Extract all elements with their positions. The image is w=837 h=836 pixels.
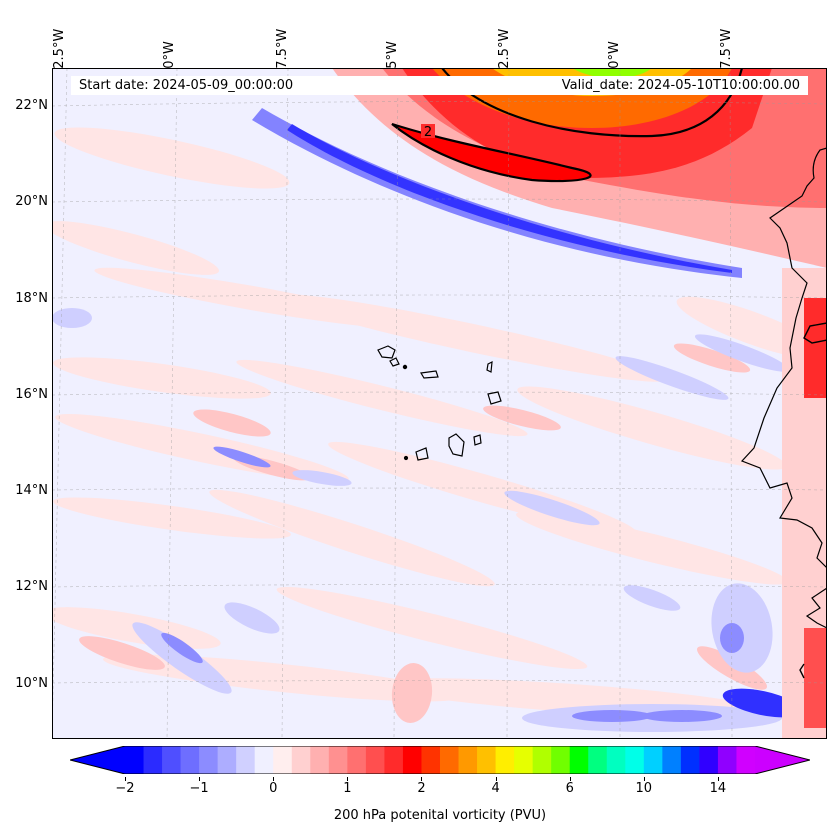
colorbar-segment: [162, 746, 182, 774]
colorbar-segment: [495, 746, 515, 774]
colorbar-tick-label: −1: [189, 781, 209, 796]
colorbar-tick-label: 14: [709, 781, 727, 796]
colorbar-tick-label: 10: [635, 781, 653, 796]
africa-inland-border: [803, 322, 827, 344]
valid-date-label: Valid_date: 2024-05-10T10:00:00.00: [561, 78, 800, 93]
pv-map: 2: [52, 68, 827, 739]
colorbar-segment: [588, 746, 608, 774]
colorbar-svg: [69, 745, 811, 775]
pv-map-panel: 2: [52, 68, 827, 739]
colorbar-segment: [365, 746, 385, 774]
colorbar-segment: [569, 746, 589, 774]
colorbar-under-triangle: [70, 746, 125, 774]
colorbar-segment: [402, 746, 422, 774]
pv-contour-2: [391, 122, 592, 183]
lat-label-20n: 20°N: [15, 194, 48, 209]
colorbar-segment: [477, 746, 497, 774]
colorbar-tick-label: 6: [565, 781, 574, 796]
colorbar-segment: [143, 746, 163, 774]
colorbar-tick-mark: [643, 777, 645, 781]
colorbar-tick-mark: [495, 777, 497, 781]
colorbar-ticks: −2 −1 0 1 2 4 6 10 14: [70, 777, 810, 797]
colorbar-tick-mark: [569, 777, 571, 781]
colorbar-tick-mark: [717, 777, 719, 781]
colorbar-segment: [680, 746, 700, 774]
colorbar-segment: [347, 746, 367, 774]
colorbar-segment: [273, 746, 293, 774]
colorbar-segment: [662, 746, 682, 774]
colorbar-segment: [199, 746, 219, 774]
lat-label-12n: 12°N: [15, 579, 48, 594]
colorbar-segment: [625, 746, 645, 774]
colorbar-segment: [458, 746, 478, 774]
colorbar-segment: [254, 746, 274, 774]
colorbar-tick-label: −2: [115, 781, 135, 796]
lat-label-22n: 22°N: [15, 98, 48, 113]
colorbar-segment: [384, 746, 404, 774]
contour-label-bg: [421, 124, 435, 138]
pv-coastal-positive-core: [804, 298, 827, 398]
colorbar-segment: [736, 746, 756, 774]
pv-jet-core-green: [572, 68, 652, 78]
colorbar-segment: [717, 746, 737, 774]
colorbar-segment: [643, 746, 663, 774]
cape-verde-islands: [377, 345, 502, 461]
colorbar-tick-mark: [347, 777, 349, 781]
colorbar-tick-label: 4: [491, 781, 500, 796]
pv-negative-band: [252, 108, 742, 278]
colorbar-segment: [421, 746, 441, 774]
pv-moderate-positive-patches: [79, 343, 767, 723]
pv-coastal-positive-lower: [804, 628, 827, 728]
colorbar-segment: [217, 746, 237, 774]
colorbar-tick-mark: [421, 777, 423, 781]
africa-coastline-south: [805, 587, 827, 629]
start-date-label: Start date: 2024-05-09_00:00:00: [79, 78, 294, 93]
africa-coastline: [740, 147, 827, 569]
pv-strong-negative-patch-southeast: [722, 688, 802, 718]
colorbar-label: 200 hPa potenital vorticity (PVU): [333, 808, 547, 823]
lat-label-16n: 16°N: [15, 387, 48, 402]
graticule: [52, 68, 827, 739]
colorbar-tick-label: 1: [343, 781, 352, 796]
colorbar: [69, 745, 811, 775]
colorbar-tick-mark: [273, 777, 275, 781]
colorbar-segment: [551, 746, 571, 774]
colorbar-tick-label: 0: [269, 781, 278, 796]
map-frame: [52, 68, 827, 739]
colorbar-segment: [125, 746, 145, 774]
colorbar-segment: [699, 746, 719, 774]
pv-contour-outer: [441, 68, 744, 138]
pv-weak-negative-patches: [52, 308, 790, 732]
pv-moderate-negative-patches: [161, 446, 744, 722]
colorbar-segment: [236, 746, 256, 774]
lat-label-14n: 14°N: [15, 483, 48, 498]
colorbar-segment: [532, 746, 552, 774]
colorbar-segment: [291, 746, 311, 774]
colorbar-segment: [440, 746, 460, 774]
lat-label-18n: 18°N: [15, 291, 48, 306]
lat-label-10n: 10°N: [15, 676, 48, 691]
date-info-bar: Start date: 2024-05-09_00:00:00 Valid_da…: [71, 76, 808, 95]
colorbar-tick-mark: [199, 777, 201, 781]
colorbar-segment: [514, 746, 534, 774]
contour-label: 2: [424, 125, 432, 140]
colorbar-segment: [328, 746, 348, 774]
colorbar-segment: [310, 746, 330, 774]
colorbar-tick-mark: [125, 777, 126, 781]
colorbar-tick-label: 2: [417, 781, 426, 796]
africa-inland-border-south: [799, 663, 805, 679]
colorbar-over-triangle: [755, 746, 810, 774]
colorbar-segment: [606, 746, 626, 774]
colorbar-segment: [180, 746, 200, 774]
